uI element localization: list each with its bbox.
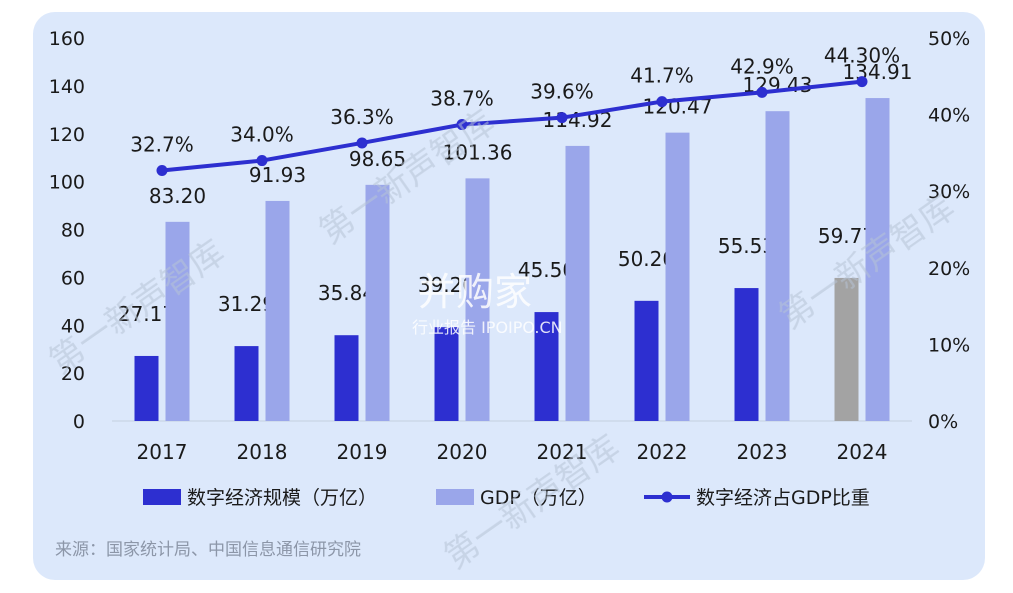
line-point-label: 44.30% (824, 44, 900, 68)
line-point-label: 38.7% (430, 87, 494, 111)
line-point-label: 39.6% (530, 80, 594, 104)
legend-label-share: 数字经济占GDP比重 (696, 487, 870, 509)
x-tick-label: 2021 (537, 440, 588, 464)
y-right-tick-label: 40% (928, 105, 970, 127)
bar-digital-economy (834, 277, 859, 421)
bar-gdp-label: 134.91 (843, 60, 913, 84)
line-share-of-gdp (161, 79, 863, 173)
bar-digital-economy (434, 327, 459, 421)
line-point (356, 137, 368, 149)
bar-gdp-label: 83.20 (149, 184, 206, 208)
y-right-tick-label: 30% (928, 181, 970, 203)
x-tick-label: 2017 (137, 440, 188, 464)
x-tick-label: 2018 (237, 440, 288, 464)
bar-digital-economy (234, 346, 259, 421)
y-right-tick-label: 20% (928, 258, 970, 280)
line-point (656, 96, 668, 108)
source-note: 来源：国家统计局、中国信息通信研究院 (55, 540, 361, 560)
y-right-tick-label: 10% (928, 334, 970, 356)
y-left-tick-label: 40 (61, 315, 85, 337)
line-point-label: 32.7% (130, 133, 194, 157)
line-point (856, 76, 868, 88)
bar-gdp-label: 98.65 (349, 147, 406, 171)
bar-gdp (765, 111, 790, 421)
legend-swatch-gdp (436, 489, 474, 505)
bar-digital-economy (634, 300, 659, 421)
y-left-tick-label: 80 (61, 220, 85, 242)
x-tick-label: 2019 (337, 440, 388, 464)
bar-gdp (265, 200, 290, 421)
bar-gdp (665, 132, 690, 421)
line-point (756, 86, 768, 98)
bar-gdp-label: 91.93 (249, 163, 306, 187)
line-point-label: 36.3% (330, 105, 394, 129)
y-right-tick-label: 0% (928, 411, 958, 433)
legend-swatch-digital-economy (143, 489, 181, 505)
bar-digital-economy (534, 312, 559, 421)
x-tick-label: 2023 (737, 440, 788, 464)
bar-gdp (565, 145, 590, 421)
line-point (556, 112, 568, 124)
bar-gdp-label: 101.36 (443, 140, 513, 164)
bar-digital-economy (134, 355, 159, 421)
chart-panel (33, 12, 985, 580)
y-left-tick-label: 120 (49, 124, 85, 146)
bar-gdp (865, 98, 890, 421)
x-tick-label: 2024 (837, 440, 888, 464)
x-tick-label: 2020 (437, 440, 488, 464)
x-tick-label: 2022 (637, 440, 688, 464)
bar-digital-economy (334, 335, 359, 421)
line-point-label: 34.0% (230, 123, 294, 147)
bar-gdp (365, 184, 390, 421)
y-left-tick-label: 0 (73, 411, 85, 433)
bar-gdp (165, 221, 190, 421)
legend-label-digital-economy: 数字经济规模（万亿） (187, 487, 377, 509)
y-left-tick-label: 100 (49, 172, 85, 194)
y-left-tick-label: 20 (61, 363, 85, 385)
line-point-label: 41.7% (630, 64, 694, 88)
line-point-label: 42.9% (730, 54, 794, 78)
line-point (156, 165, 168, 177)
legend-label-gdp: GDP（万亿） (480, 487, 597, 509)
y-left-tick-label: 140 (49, 76, 85, 98)
y-left-tick-label: 160 (49, 28, 85, 50)
line-point (456, 119, 468, 131)
legend-swatch-line-marker (661, 491, 673, 503)
bar-gdp (465, 178, 490, 421)
y-left-tick-label: 60 (61, 267, 85, 289)
bar-digital-economy (734, 288, 759, 421)
line-point (256, 155, 268, 167)
y-right-tick-label: 50% (928, 28, 970, 50)
